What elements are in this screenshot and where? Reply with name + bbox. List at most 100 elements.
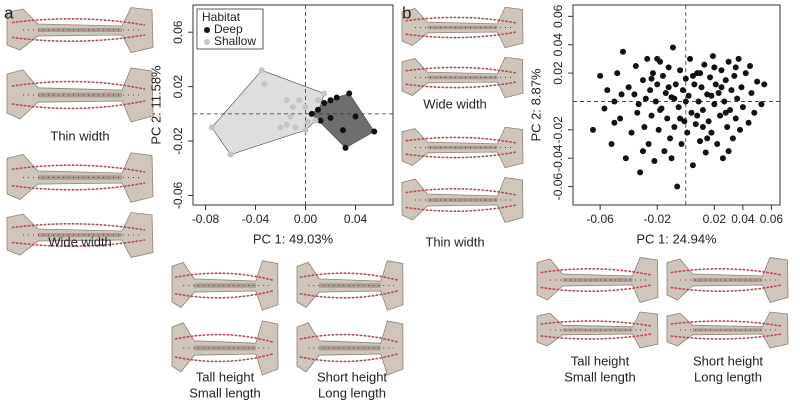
point bbox=[628, 129, 635, 136]
point bbox=[731, 72, 738, 79]
point bbox=[665, 84, 672, 91]
point bbox=[302, 104, 309, 111]
shape-image bbox=[6, 152, 154, 203]
point bbox=[321, 99, 328, 106]
point bbox=[694, 112, 701, 119]
point bbox=[671, 95, 678, 102]
shape-label: Thin width bbox=[50, 128, 109, 143]
y-tick-label: 0.04 bbox=[551, 33, 565, 57]
shape-image bbox=[401, 177, 524, 223]
point bbox=[732, 64, 739, 71]
point bbox=[727, 106, 734, 113]
point bbox=[371, 128, 378, 135]
point bbox=[732, 115, 739, 122]
x-tick-label: -0.04 bbox=[242, 212, 270, 226]
point bbox=[333, 94, 340, 101]
point bbox=[641, 123, 648, 130]
point bbox=[639, 148, 646, 155]
point bbox=[715, 89, 722, 96]
point bbox=[665, 64, 672, 71]
point bbox=[714, 141, 721, 148]
landmark-curve bbox=[405, 16, 518, 24]
point bbox=[277, 124, 284, 131]
y-axis-label: PC 2: 11.58% bbox=[148, 65, 163, 145]
point bbox=[682, 75, 689, 82]
shape-image bbox=[401, 56, 524, 99]
point bbox=[712, 81, 719, 88]
shape-label: Short height bbox=[693, 353, 763, 368]
point bbox=[667, 135, 674, 142]
point bbox=[724, 123, 731, 130]
point bbox=[711, 101, 718, 108]
point bbox=[315, 106, 321, 113]
point bbox=[639, 77, 646, 84]
point bbox=[651, 158, 658, 165]
point bbox=[758, 101, 765, 108]
point bbox=[622, 155, 629, 162]
point bbox=[678, 141, 685, 148]
shape-image bbox=[6, 67, 154, 123]
landmark-curve bbox=[540, 320, 653, 327]
y-axis-label: PC 2: 8.87% bbox=[528, 68, 543, 141]
landmark-curve bbox=[405, 188, 518, 196]
point bbox=[292, 124, 299, 131]
point bbox=[685, 92, 692, 99]
landmark-curve bbox=[540, 333, 653, 340]
point bbox=[227, 151, 234, 158]
point bbox=[652, 98, 659, 105]
y-tick-label: 0.02 bbox=[171, 75, 185, 99]
x-tick-label: 0.04 bbox=[344, 212, 368, 226]
point bbox=[709, 53, 716, 60]
landmark-curve bbox=[405, 151, 518, 159]
point bbox=[734, 95, 741, 102]
point bbox=[751, 109, 758, 116]
point bbox=[725, 148, 732, 155]
point bbox=[315, 97, 321, 104]
point bbox=[327, 97, 334, 104]
hull bbox=[211, 69, 325, 156]
landmark-curve bbox=[174, 272, 274, 281]
landmark-curve bbox=[174, 333, 274, 343]
point bbox=[611, 98, 618, 105]
point bbox=[648, 112, 655, 119]
shape-image bbox=[171, 320, 279, 376]
point bbox=[352, 113, 359, 120]
landmark-curve bbox=[405, 81, 518, 89]
point bbox=[642, 95, 649, 102]
point bbox=[317, 117, 324, 124]
shape-image bbox=[401, 6, 524, 49]
point bbox=[699, 106, 706, 113]
plot-frame bbox=[572, 4, 781, 206]
point bbox=[631, 91, 638, 98]
point bbox=[695, 98, 702, 105]
point bbox=[661, 148, 668, 155]
point bbox=[677, 67, 684, 74]
landmark-curve bbox=[405, 136, 518, 144]
point bbox=[283, 121, 290, 128]
y-tick-label: 0.06 bbox=[551, 4, 565, 28]
landmark-curve bbox=[299, 272, 399, 281]
legend-swatch bbox=[204, 27, 210, 33]
point bbox=[708, 129, 715, 136]
landmark-curve bbox=[405, 31, 518, 39]
point bbox=[644, 55, 651, 62]
point bbox=[619, 48, 626, 55]
point bbox=[725, 58, 732, 65]
point bbox=[699, 123, 706, 130]
x-axis-label: PC 1: 49.03% bbox=[253, 231, 334, 246]
point bbox=[662, 89, 669, 96]
point bbox=[283, 97, 290, 104]
panel-label: b bbox=[402, 3, 411, 22]
point bbox=[645, 141, 652, 148]
y-tick-label: -0.06 bbox=[171, 181, 185, 209]
landmark-curve bbox=[670, 284, 783, 292]
point bbox=[635, 101, 642, 108]
point bbox=[718, 84, 725, 91]
legend-swatch bbox=[204, 39, 210, 45]
landmark-curve bbox=[174, 290, 274, 299]
point bbox=[258, 67, 265, 74]
legend-title: Habitat bbox=[202, 10, 241, 24]
point bbox=[655, 126, 662, 133]
point bbox=[654, 81, 661, 88]
